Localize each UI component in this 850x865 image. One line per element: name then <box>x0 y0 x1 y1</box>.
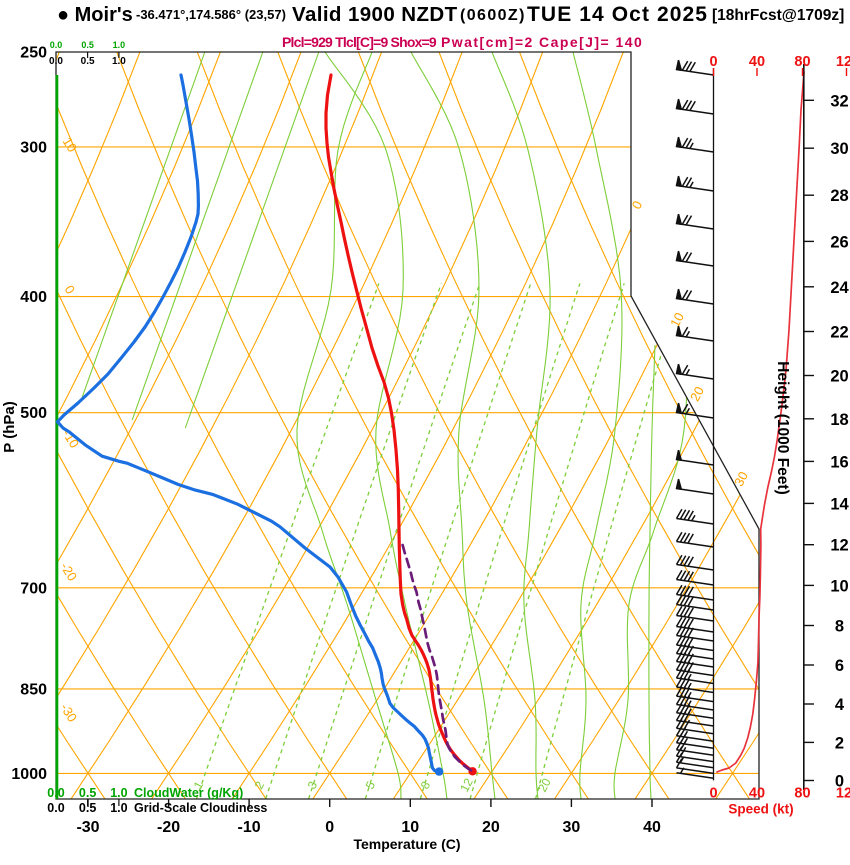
svg-text:500: 500 <box>20 405 47 422</box>
svg-text:120: 120 <box>836 786 850 802</box>
svg-text:16: 16 <box>830 453 848 471</box>
svg-text:30: 30 <box>563 819 581 836</box>
svg-text:0: 0 <box>709 54 717 70</box>
svg-text:40: 40 <box>749 54 765 70</box>
svg-text:20: 20 <box>482 819 500 836</box>
svg-text:700: 700 <box>20 580 47 597</box>
svg-text:2: 2 <box>835 734 844 752</box>
svg-text:Temperature (C): Temperature (C) <box>353 836 460 852</box>
svg-text:1.0: 1.0 <box>110 786 127 800</box>
svg-text:20: 20 <box>830 368 848 386</box>
svg-text:Height (1000 Feet): Height (1000 Feet) <box>774 361 791 495</box>
svg-text:80: 80 <box>794 54 810 70</box>
svg-text:CloudWater (g/Kg): CloudWater (g/Kg) <box>134 786 243 800</box>
svg-text:1000: 1000 <box>11 766 47 783</box>
svg-text:40: 40 <box>643 819 661 836</box>
svg-text:1.0: 1.0 <box>112 56 126 67</box>
svg-text:4: 4 <box>835 696 845 714</box>
svg-text:26: 26 <box>830 233 848 251</box>
svg-text:400: 400 <box>20 289 47 306</box>
svg-text:14: 14 <box>830 495 849 513</box>
svg-text:0.5: 0.5 <box>79 801 96 815</box>
svg-text:Plcl=929 Tlcl[C]=9 Shox=9: Plcl=929 Tlcl[C]=9 Shox=9 <box>282 34 437 50</box>
svg-text:Pwat[cm]=2 Cape[J]= 140: Pwat[cm]=2 Cape[J]= 140 <box>441 34 643 50</box>
svg-text:0.0: 0.0 <box>50 40 63 50</box>
svg-text:0: 0 <box>835 773 844 791</box>
svg-text:12: 12 <box>830 537 848 555</box>
svg-text:120: 120 <box>836 54 850 70</box>
svg-text:1.0: 1.0 <box>113 40 126 50</box>
svg-text:30: 30 <box>731 469 751 489</box>
svg-text:300: 300 <box>20 139 47 156</box>
svg-text:850: 850 <box>20 681 47 698</box>
svg-text:0: 0 <box>325 819 334 836</box>
svg-text:-10: -10 <box>238 819 261 836</box>
svg-text:0: 0 <box>709 786 717 802</box>
svg-text:Grid-Scale Cloudiness: Grid-Scale Cloudiness <box>134 801 267 815</box>
svg-text:-20: -20 <box>157 819 180 836</box>
svg-text:10: 10 <box>830 577 848 595</box>
svg-text:P (hPa): P (hPa) <box>1 401 18 452</box>
svg-text:28: 28 <box>830 187 848 205</box>
svg-text:40: 40 <box>749 786 765 802</box>
svg-text:0.5: 0.5 <box>81 40 94 50</box>
svg-text:250: 250 <box>20 45 47 62</box>
svg-text:24: 24 <box>830 279 849 297</box>
svg-text:8: 8 <box>835 618 844 636</box>
svg-text:[18hrFcst@1709z]: [18hrFcst@1709z] <box>712 7 844 24</box>
svg-text:● Moir's: ● Moir's <box>57 4 133 26</box>
svg-text:Valid 1900 NZDT: Valid 1900 NZDT <box>292 3 458 26</box>
svg-text:0.0: 0.0 <box>49 56 63 67</box>
svg-text:0.5: 0.5 <box>81 56 95 67</box>
svg-text:22: 22 <box>830 324 848 342</box>
svg-text:0.0: 0.0 <box>47 801 64 815</box>
svg-text:-30: -30 <box>76 819 99 836</box>
svg-text:0.5: 0.5 <box>79 786 96 800</box>
svg-text:10: 10 <box>401 819 419 836</box>
svg-text:20: 20 <box>535 776 554 795</box>
svg-text:(0600Z): (0600Z) <box>460 7 526 24</box>
svg-text:32: 32 <box>830 92 848 110</box>
svg-text:18: 18 <box>830 411 848 429</box>
svg-text:TUE 14 Oct 2025: TUE 14 Oct 2025 <box>527 3 708 26</box>
svg-text:10: 10 <box>667 310 687 330</box>
svg-text:12: 12 <box>457 776 476 795</box>
svg-text:Speed (kt): Speed (kt) <box>728 802 793 817</box>
svg-text:30: 30 <box>830 140 848 158</box>
svg-text:6: 6 <box>835 657 844 675</box>
svg-text:0.0: 0.0 <box>47 786 64 800</box>
svg-text:-36.471°,174.586° (23,57): -36.471°,174.586° (23,57) <box>136 7 286 22</box>
svg-text:1.0: 1.0 <box>110 801 127 815</box>
svg-text:80: 80 <box>794 786 810 802</box>
svg-text:20: 20 <box>687 384 707 404</box>
svg-text:10: 10 <box>60 135 80 155</box>
